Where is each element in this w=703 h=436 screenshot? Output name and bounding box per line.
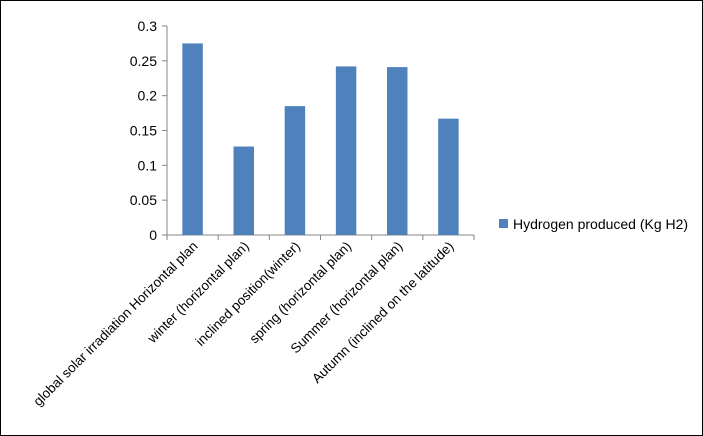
bar: [387, 67, 408, 235]
bar: [438, 118, 459, 235]
y-tick-label: 0: [149, 227, 157, 243]
category-labels: global solar irradiation Horizontal plan…: [30, 239, 456, 409]
x-axis: [166, 234, 475, 240]
bar: [284, 106, 306, 235]
y-tick-label: 0.1: [138, 157, 158, 173]
x-category-label: inclined position(winter): [193, 239, 303, 349]
x-category-label: spring (horizontal plan): [246, 239, 354, 347]
y-tick-label: 0.3: [138, 18, 158, 34]
bars: [182, 43, 459, 235]
y-axis: 0 0.05 0.1 0.15 0.2 0.25 0.3: [130, 18, 168, 243]
legend-swatch: [499, 219, 508, 228]
x-category-label: winter (horizontal plan): [144, 239, 252, 347]
y-tick-label: 0.25: [130, 53, 157, 69]
y-tick-label: 0.15: [130, 123, 157, 139]
y-tick-label: 0.2: [138, 88, 158, 104]
legend: Hydrogen produced (Kg H2): [499, 216, 688, 232]
bar: [233, 146, 254, 235]
bar: [182, 43, 203, 235]
y-tick-label: 0.05: [130, 192, 157, 208]
bar: [335, 66, 357, 235]
legend-label: Hydrogen produced (Kg H2): [513, 216, 688, 232]
